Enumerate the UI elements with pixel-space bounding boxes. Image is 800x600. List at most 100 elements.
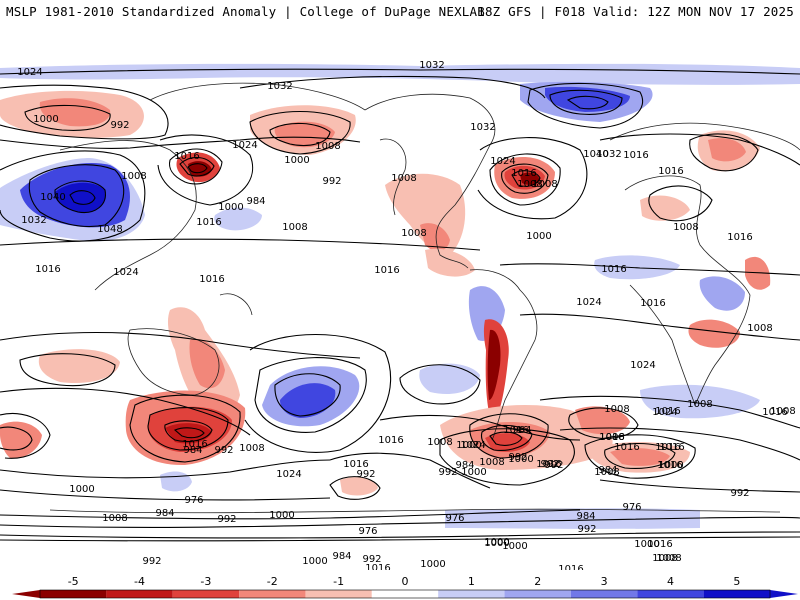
isobar-label: 1024	[490, 156, 515, 167]
isobar-label: 1024	[276, 469, 301, 480]
colorbar-segment	[405, 590, 439, 598]
isobar-label: 984	[576, 511, 595, 522]
isobar-label: 1024	[576, 297, 601, 308]
isobar-label: 992	[540, 459, 559, 470]
isobar-label: 1000	[658, 460, 683, 471]
isobar-label: 1016	[199, 274, 224, 285]
isobar-label: 1016	[658, 166, 683, 177]
isobar-label: 992	[730, 488, 749, 499]
isobar-label: 1016	[599, 432, 624, 443]
isobar-label: 984	[455, 460, 474, 471]
isobar-label: 1008	[673, 222, 698, 233]
isobar-label: 992	[362, 554, 381, 565]
isobar-label: 992	[214, 445, 233, 456]
isobar-label: 1000	[634, 539, 659, 550]
isobar-label: 1000	[502, 541, 527, 552]
isobar-label: 1000	[269, 510, 294, 521]
isobar-label: 992	[322, 176, 341, 187]
isobar-label: 976	[184, 495, 203, 506]
colorbar-segment	[504, 590, 571, 598]
isobar-label: 1008	[391, 173, 416, 184]
isobar-label: 1016	[727, 232, 752, 243]
isobar-label: 1008	[770, 406, 795, 417]
isobar-label: 1008	[604, 404, 629, 415]
isobar-label: 1016	[623, 150, 648, 161]
colorbar-segment	[239, 590, 306, 598]
isobar-label: 1016	[640, 298, 665, 309]
isobars	[0, 68, 800, 542]
isobar-label: 992	[508, 452, 527, 463]
isobar-label: 1016	[536, 459, 561, 470]
colorbar-segment	[438, 590, 505, 598]
colorbar-max-arrow	[770, 590, 798, 598]
colorbar-tick-label: -3	[200, 575, 211, 588]
isobar-label: 1032	[470, 122, 495, 133]
isobar-label: 984	[155, 508, 174, 519]
isobar-label: 992	[577, 524, 596, 535]
isobar-label: 984	[332, 551, 351, 562]
isobar-label: 1016	[511, 168, 536, 179]
isobar-label: 1024	[630, 360, 655, 371]
isobar-label: 984	[246, 196, 265, 207]
isobar-label: 1008	[594, 467, 619, 478]
isobar-label: 1024	[17, 67, 42, 78]
isobar-label: 1040	[40, 192, 65, 203]
isobar-label: 992	[438, 467, 457, 478]
isobar-label: 1024	[113, 267, 138, 278]
isobar-label: 1008	[282, 222, 307, 233]
isobar-label: 1008	[401, 228, 426, 239]
isobar-label: 1008	[532, 179, 557, 190]
isobar-label: 984	[598, 465, 617, 476]
isobar-label: 984	[512, 425, 531, 436]
isobar-label: 1000	[33, 114, 58, 125]
isobar-label: 1016	[762, 407, 787, 418]
isobar-label: 1016	[503, 425, 528, 436]
isobar-label: 1008	[121, 171, 146, 182]
isobar-label: 1008	[427, 437, 452, 448]
isobar-label: 992	[110, 120, 129, 131]
isobar-label: 1016	[374, 265, 399, 276]
isobar-label: 992	[356, 469, 375, 480]
header-title: MSLP 1981-2010 Standardized Anomaly | Co…	[6, 4, 485, 19]
isobar-label: 984	[183, 445, 202, 456]
isobar-label: 1000	[461, 467, 486, 478]
colorbar-segment	[106, 590, 173, 598]
isobar-label: 992	[217, 514, 236, 525]
isobar-label: 992	[544, 460, 563, 471]
isobar-label: 1000	[69, 484, 94, 495]
isobar-label: 1016	[174, 151, 199, 162]
isobar-label: 1016	[182, 439, 207, 450]
colorbar-tick-label: 5	[733, 575, 740, 588]
colorbar-segment	[172, 590, 240, 598]
isobar-label: 1024	[232, 140, 257, 151]
header-model-run: 18Z GFS | F018 Valid: 12Z MON NOV 17 202…	[477, 4, 794, 19]
isobar-label: 1000	[420, 559, 445, 570]
colorbar-segment	[371, 590, 405, 598]
isobar-label: 1008	[315, 141, 340, 152]
colorbar-tick-label: 1	[468, 575, 475, 588]
isobar-label: 1000	[284, 155, 309, 166]
isobar-label: 1008	[102, 513, 127, 524]
colorbar-tick-label: 2	[534, 575, 541, 588]
isobar-label: 1024	[460, 440, 485, 451]
isobar-label: 1016	[655, 442, 680, 453]
isobar-label: 1032	[21, 215, 46, 226]
isobar-label: 1016	[35, 264, 60, 275]
isobar-label: 1016	[659, 442, 684, 453]
colorbar-tick-label: -5	[68, 575, 79, 588]
isobar-label: 1040	[583, 149, 608, 160]
colorbar-segment	[305, 590, 372, 598]
isobar-label: 1048	[97, 224, 122, 235]
isobar-label: 976	[358, 526, 377, 537]
colorbar-segment	[703, 590, 770, 598]
colorbar-tick-label: 0	[402, 575, 409, 588]
isobar-label: 1016	[655, 406, 680, 417]
isobar-label: 1008	[517, 179, 542, 190]
isobar-label: 1008	[652, 553, 677, 564]
isobar-label: 1016	[601, 264, 626, 275]
isobar-label: 1008	[656, 553, 681, 564]
isobar-label: 1008	[239, 443, 264, 454]
isobar-label: 1016	[657, 460, 682, 471]
